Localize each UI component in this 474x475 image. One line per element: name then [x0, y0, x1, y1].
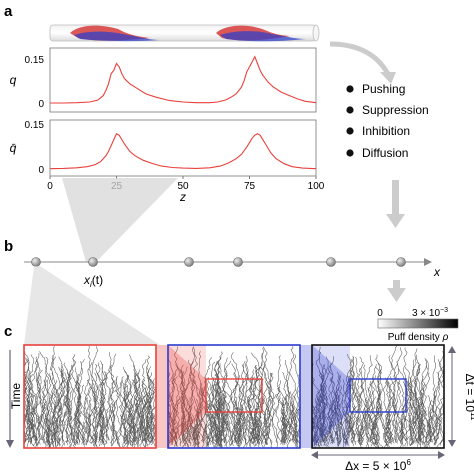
dt-arrow-top: [448, 346, 456, 353]
chart-q: q 0 0.15: [10, 47, 317, 113]
bullet-icon: [346, 127, 354, 135]
down-arrow-2-head: [387, 288, 406, 302]
panel-b-label: b: [4, 238, 13, 255]
dx-label: Δx = 5 × 106: [345, 458, 411, 473]
colorbar-title-main: Puff density: [388, 332, 443, 343]
chart-qbar-xlabel: z: [179, 190, 186, 204]
down-arrow-shaft: [392, 180, 399, 216]
particle-axis-arrow: [424, 258, 432, 266]
chart-qbar: q̄ 0 0.15 0255075100 z: [10, 119, 325, 204]
curved-arrow-head: [380, 72, 396, 84]
zoom-wedge-a: [62, 178, 178, 262]
spacetime-black-texture: [312, 345, 444, 448]
chart-qbar-ytick-1: 0.15: [25, 120, 45, 131]
particle: [31, 257, 41, 267]
colorbar-max-label: 3 × 10−3: [412, 307, 448, 319]
zoom-shade-blue-inner: [312, 345, 350, 448]
mechanism-diffusion: Diffusion: [362, 146, 408, 160]
chart-q-frame: [49, 47, 317, 113]
spacetime-stroke: [168, 345, 300, 448]
dt-label-main: Δt = 10: [463, 374, 474, 413]
chart-qbar-xtick-label: 100: [308, 181, 325, 192]
dx-label-exp: 6: [406, 458, 411, 467]
down-arrow-head: [386, 214, 405, 228]
pipe-illustration: [49, 24, 320, 42]
spacetime-red-frame: [23, 344, 157, 449]
chart-qbar-ytick-0: 0: [38, 165, 44, 176]
zoom-box-red: [205, 378, 263, 413]
panel-c-label: c: [4, 323, 12, 340]
chart-qbar-xtick-label: 50: [177, 181, 189, 192]
colorbar-min-label: 0: [377, 308, 383, 319]
zoom-box-blue: [349, 378, 407, 413]
mechanism-pushing: Pushing: [362, 82, 405, 96]
colorbar-max-exp: −3: [440, 307, 448, 314]
mechanism-list: Pushing Suppression Inhibition Diffusion: [346, 82, 429, 160]
panel-a-label: a: [4, 3, 13, 20]
colorbar-title-symbol: ρ: [442, 332, 449, 343]
particle-axis-label: x: [433, 265, 441, 279]
dt-label: Δt = 1011: [463, 374, 474, 421]
zoom-shade-red-inner: [168, 345, 206, 448]
particle-label: xi(t): [83, 273, 103, 289]
colorbar-title: Puff density ρ: [388, 332, 449, 343]
down-arrow-2-shaft: [393, 280, 400, 290]
chart-qbar-xtick-label: 75: [244, 181, 256, 192]
spacetime-blue-texture: [168, 345, 300, 448]
dt-label-exp: 11: [469, 412, 474, 421]
zoom-wedge-b: [24, 266, 160, 345]
spacetime-stroke: [312, 345, 444, 448]
dt-arrow-bottom: [448, 440, 456, 447]
time-axis-arrow: [6, 440, 14, 448]
bullet-icon: [346, 106, 354, 114]
chart-q-series-line: [50, 55, 317, 104]
chart-q-ylabel: q: [10, 73, 17, 87]
dx-arrow-left: [311, 451, 318, 459]
particle-group: [31, 257, 406, 267]
colorbar: 0 3 × 10−3 Puff density ρ: [377, 307, 459, 343]
particle-label-tail: (t): [92, 273, 103, 287]
chart-q-ytick-1: 0.15: [25, 55, 45, 66]
particle: [184, 257, 194, 267]
spacetime-blue-frame: [167, 344, 301, 449]
particle-label-x: x: [83, 273, 91, 287]
chart-qbar-ylabel: q̄: [10, 141, 17, 155]
chart-q-ytick-0: 0: [38, 99, 44, 110]
bullet-icon: [346, 85, 354, 93]
time-axis-label: Time: [9, 383, 23, 410]
particle-label-sub: i: [90, 280, 92, 289]
spacetime-red-texture: [24, 345, 156, 448]
particle: [233, 257, 243, 267]
chart-qbar-xtick-label: 0: [47, 181, 53, 192]
spacetime-black-frame: [311, 344, 445, 449]
mechanism-inhibition: Inhibition: [362, 124, 410, 138]
mechanism-suppression: Suppression: [362, 103, 429, 117]
colorbar-gradient: [377, 318, 459, 329]
dx-arrow-right: [438, 451, 445, 459]
chart-qbar-series-line: [49, 133, 317, 170]
curved-arrow: [329, 41, 391, 76]
particle: [396, 257, 406, 267]
spacetime-stroke: [24, 345, 156, 448]
colorbar-max-main: 3 × 10: [412, 308, 441, 319]
dx-label-main: Δx = 5 × 10: [345, 459, 407, 473]
particle: [326, 257, 336, 267]
particle: [88, 257, 98, 267]
bullet-icon: [346, 149, 354, 157]
